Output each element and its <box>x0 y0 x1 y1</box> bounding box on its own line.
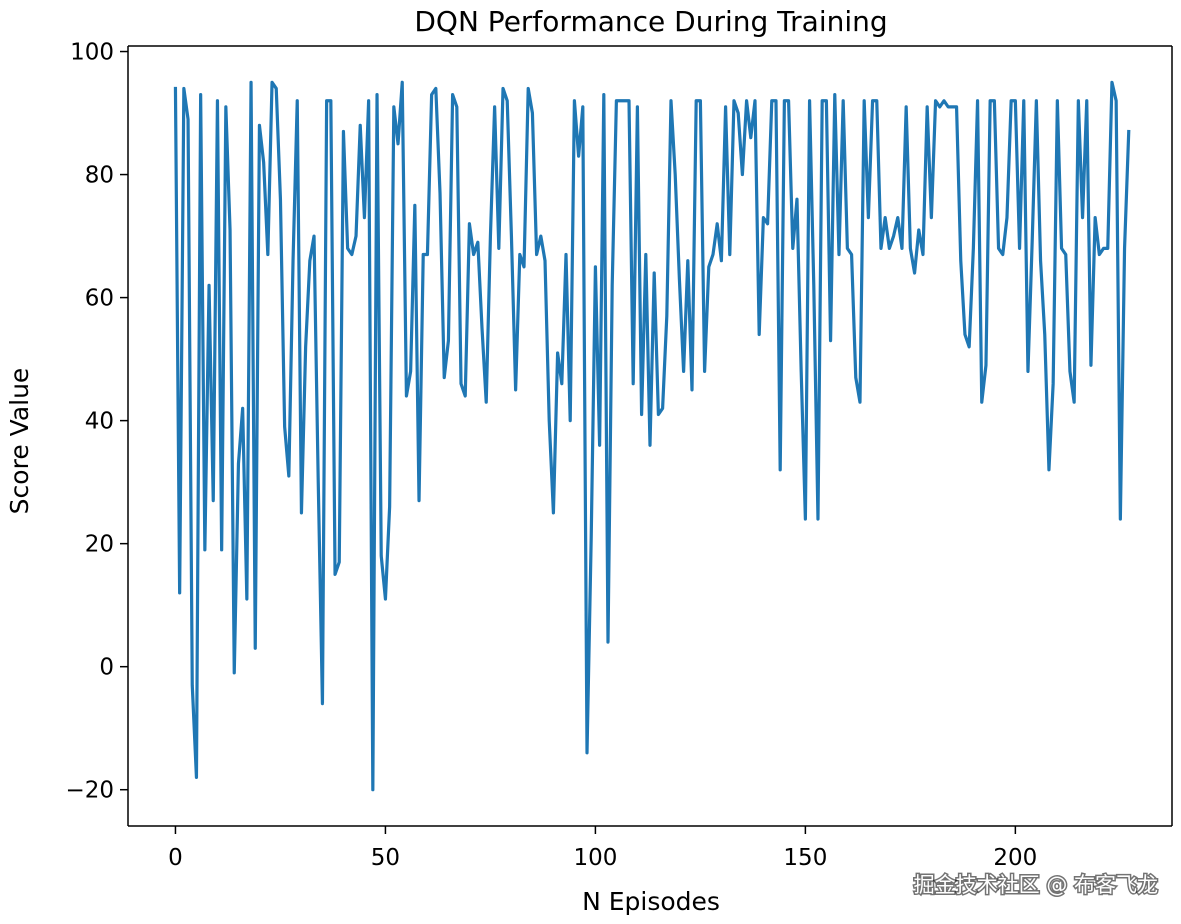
chart-title: DQN Performance During Training <box>414 5 887 38</box>
y-tick-label: 60 <box>85 286 114 312</box>
y-axis-label: Score Value <box>5 368 34 515</box>
y-tick-label: 100 <box>70 40 114 66</box>
x-tick-label: 200 <box>993 845 1037 871</box>
axes-frame <box>127 45 1173 827</box>
data-layer <box>173 80 1131 792</box>
x-axis-label: N Episodes <box>582 887 720 916</box>
y-tick-label: −20 <box>65 778 114 804</box>
watermark-text: 掘金技术社区 @ 布客飞龙 <box>914 873 1158 897</box>
series-line-score <box>173 80 1131 792</box>
x-tick-label: 0 <box>168 845 183 871</box>
x-axis-ticks: 0 50 100 150 200 <box>168 826 1037 871</box>
x-tick-label: 50 <box>371 845 400 871</box>
y-tick-label: 80 <box>85 163 114 189</box>
y-tick-label: 40 <box>85 409 114 435</box>
y-axis-ticks: −20 0 20 40 60 80 100 <box>65 40 128 804</box>
y-tick-label: 0 <box>99 655 114 681</box>
y-tick-label: 20 <box>85 532 114 558</box>
x-tick-label: 150 <box>783 845 827 871</box>
x-tick-label: 100 <box>573 845 617 871</box>
